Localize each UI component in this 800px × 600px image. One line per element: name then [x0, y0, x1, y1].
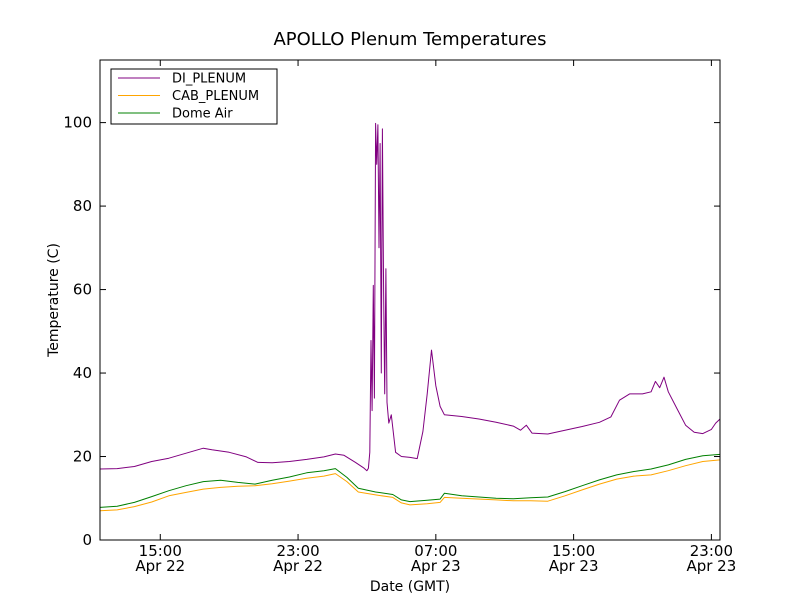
legend-label-cab-plenum: CAB_PLENUM — [172, 89, 259, 104]
legend-label-di-plenum: DI_PLENUM — [172, 72, 246, 87]
x-tick-label-time: 07:00 — [414, 542, 457, 560]
x-tick-label-time: 15:00 — [552, 542, 595, 560]
legend-label-dome-air: Dome Air — [172, 107, 233, 122]
series-line-dome-air — [99, 453, 721, 508]
y-tick-label: 20 — [73, 448, 92, 466]
plot-frame — [99, 59, 721, 541]
y-tick-label: 0 — [82, 531, 92, 549]
series-layer — [99, 122, 721, 512]
x-tick-label-date: Apr 22 — [135, 557, 185, 575]
x-tick-label-date: Apr 22 — [273, 557, 323, 575]
series-line-di-plenum — [99, 122, 721, 472]
x-tick-label-date: Apr 23 — [411, 557, 461, 575]
y-tick-label: 100 — [63, 114, 92, 132]
x-tick-label-time: 23:00 — [276, 542, 319, 560]
x-tick-label-time: 23:00 — [690, 542, 733, 560]
series-line-cab-plenum — [99, 459, 721, 512]
x-tick-label-time: 15:00 — [139, 542, 182, 560]
x-tick-label-date: Apr 23 — [549, 557, 599, 575]
chart-title: APOLLO Plenum Temperatures — [273, 29, 546, 50]
y-tick-label: 80 — [73, 197, 92, 215]
legend: DI_PLENUM CAB_PLENUM Dome Air — [110, 68, 278, 125]
y-axis: 0 20 40 60 80 100 — [63, 114, 720, 549]
y-tick-label: 40 — [73, 364, 92, 382]
y-tick-label: 60 — [73, 281, 92, 299]
x-axis-label: Date (GMT) — [370, 579, 450, 595]
y-axis-label: Temperature (C) — [46, 243, 62, 358]
x-tick-label-date: Apr 23 — [686, 557, 736, 575]
